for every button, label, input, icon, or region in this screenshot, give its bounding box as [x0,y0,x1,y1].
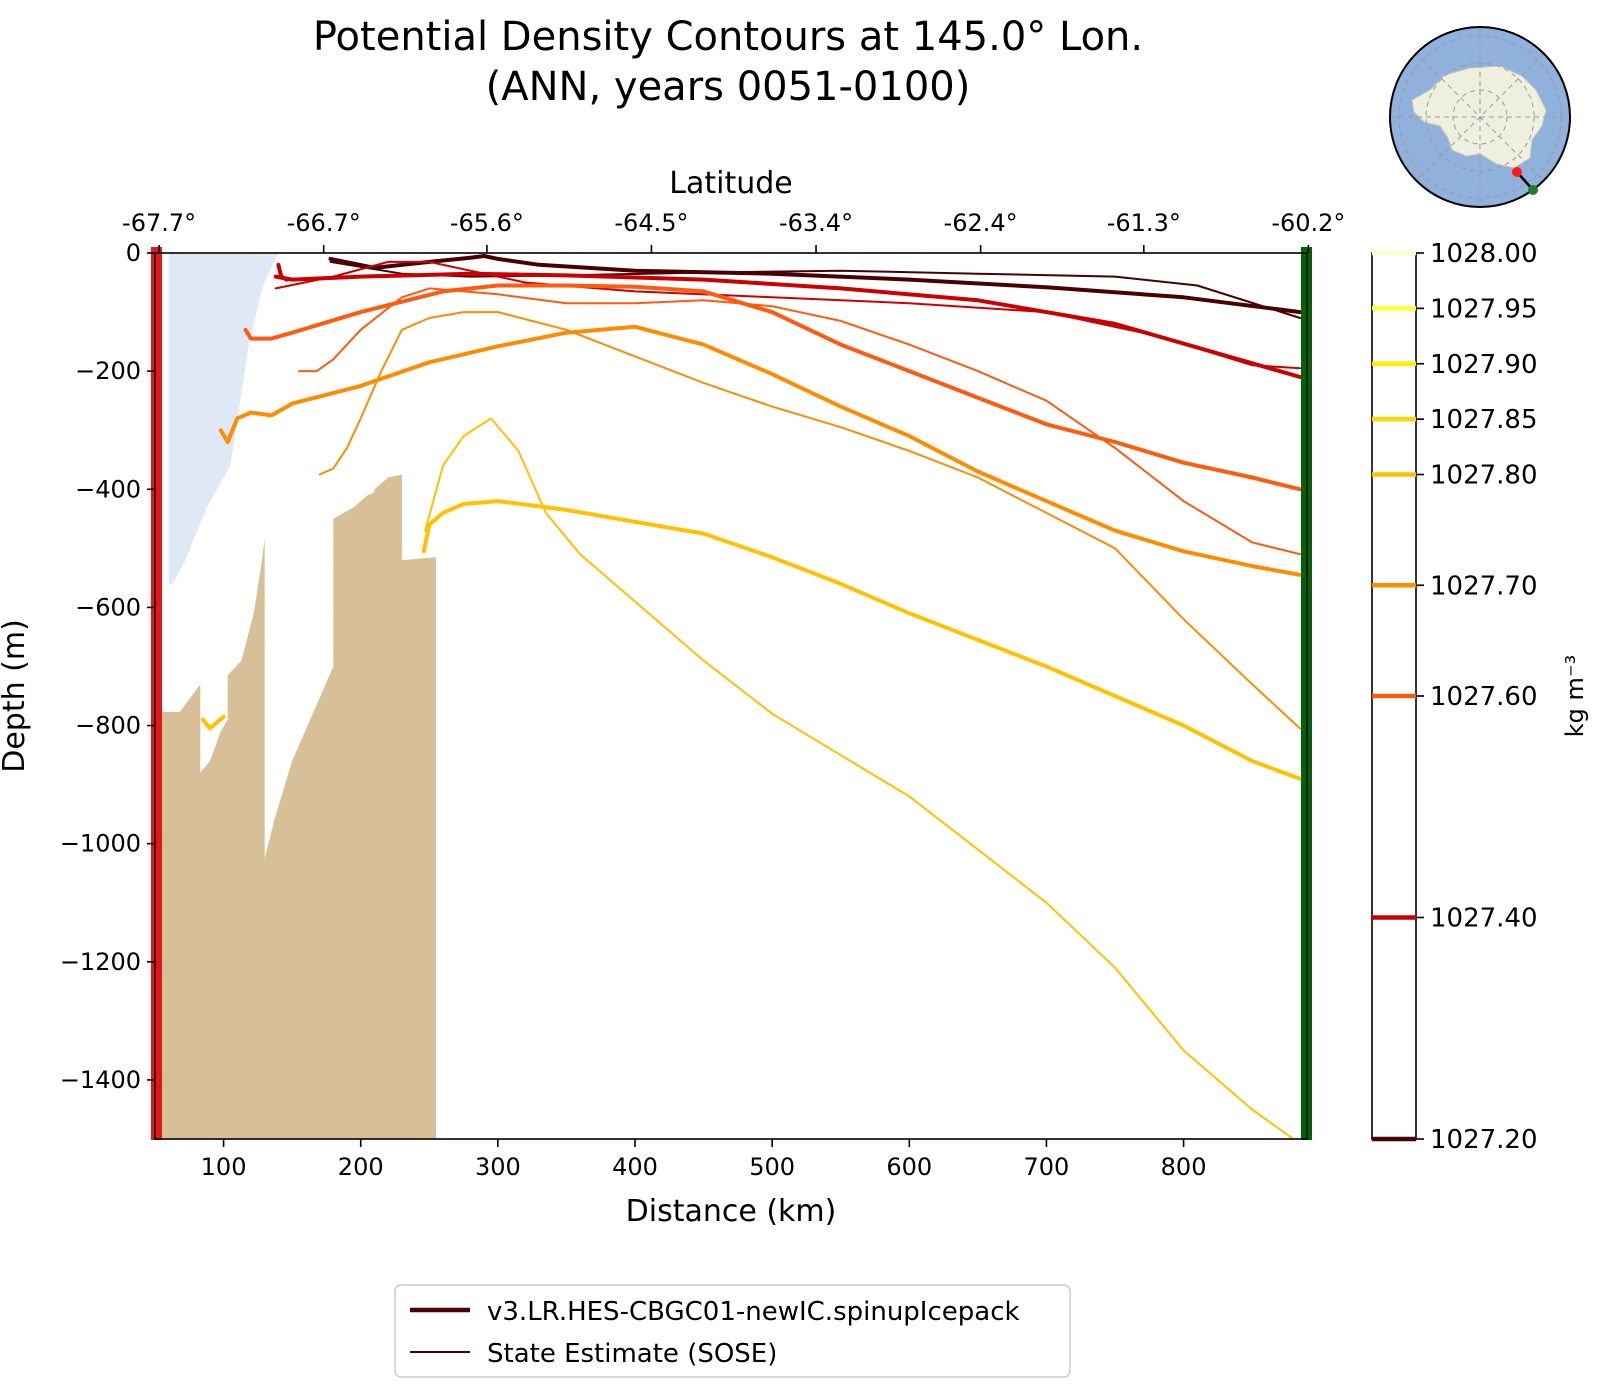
x-tick-label: 500 [749,1153,795,1181]
colorbar-tick-label: 1027.90 [1430,350,1538,380]
top-axis-ticks: -67.7° -66.7° -65.6° -64.5° -63.4° -62.4° -61.… [122,209,1345,253]
x-tick-label: 200 [338,1153,384,1181]
y-tick-label: −200 [75,357,141,385]
colorbar-tick-label: 1027.60 [1430,682,1538,712]
colorbar-tick-label: 1027.40 [1430,904,1538,934]
inset-map [1389,26,1571,208]
top-tick-label: -66.7° [287,209,361,237]
y-axis-label: Depth (m) [0,619,32,773]
contour-line-model-1027.8 [201,714,226,731]
top-tick-label: -61.3° [1107,209,1181,237]
inset-map-start-dot [1512,167,1522,177]
contour-line-model-1027.6 [243,283,1303,492]
x-axis-label: Distance (km) [626,1194,837,1229]
shaded-regions [161,253,437,1139]
top-tick-label: -60.2° [1271,209,1345,237]
seafloor-bathymetry [161,474,437,1139]
legend-label-model: v3.LR.HES-CBGC01-newIC.spinupIcepack [487,1297,1020,1327]
contour-line-model-1027.7 [218,324,1303,577]
section-start-marker [151,247,162,1140]
x-tick-label: 100 [201,1153,247,1181]
chart-title: Potential Density Contours at 145.0° Lon… [313,14,1143,60]
contour-line-model-1027.4 [276,262,289,282]
colorbar-tick-label: 1027.85 [1430,405,1538,435]
inset-map-end-dot [1528,185,1538,195]
y-tick-label: −600 [75,593,141,621]
contour-lines [201,254,1303,1139]
top-axis-label: Latitude [669,166,792,201]
y-tick-label: −1400 [60,1066,141,1094]
legend: v3.LR.HES-CBGC01-newIC.spinupIcepack Sta… [394,1284,1071,1378]
colorbar-tick-label: 1028.00 [1430,239,1538,269]
y-tick-label: −1000 [60,830,141,858]
legend-label-sose: State Estimate (SOSE) [487,1339,777,1369]
inset-map-border [1389,26,1571,208]
colorbar-tick-label: 1027.80 [1430,461,1538,491]
colorbar-tick-label: 1027.70 [1430,571,1538,601]
inset-map-graticule [1390,27,1570,207]
contour-line-sose-1027.7 [318,311,1302,730]
x-tick-label: 600 [886,1153,932,1181]
y-tick-label: −800 [75,712,141,740]
contour-line-sose-1027.6 [298,287,1302,556]
left-axis-ticks: 0 −200 −400 −600 −800 −1000 −1200 −1400 [60,239,155,1094]
contour-line-sose-1027.4 [274,260,1302,370]
y-tick-label: 0 [126,239,141,267]
colorbar: 1028.00 1027.95 1027.90 1027.85 1027.80 1027.… [1372,239,1538,1155]
x-tick-label: 800 [1161,1153,1207,1181]
top-tick-label: -67.7° [122,209,196,237]
top-tick-label: -62.4° [944,209,1018,237]
x-tick-label: 700 [1024,1153,1070,1181]
contour-line-model-1027.2 [328,254,1303,315]
chart-subtitle: (ANN, years 0051-0100) [486,64,971,110]
colorbar-unit-label: kg m⁻³ [1561,655,1589,737]
y-tick-label: −1200 [60,948,141,976]
colorbar-tick-label: 1027.20 [1430,1125,1538,1155]
plot-frame [154,252,1308,1140]
y-tick-label: −400 [75,475,141,503]
legend-box [394,1284,1071,1378]
contour-line-sose-1027.8 [424,417,1295,1139]
bottom-axis-ticks: 100 200 300 400 500 600 700 800 [201,1139,1207,1181]
x-tick-label: 300 [475,1153,521,1181]
contour-line-model-1027.8 [421,499,1303,781]
contour-line-sose-1027.2 [329,260,1302,319]
x-tick-label: 400 [612,1153,658,1181]
colorbar-tick-label: 1027.95 [1430,294,1538,324]
ice-shelf [168,253,279,584]
top-tick-label: -64.5° [614,209,688,237]
top-tick-label: -65.6° [450,209,524,237]
top-tick-label: -63.4° [779,209,853,237]
